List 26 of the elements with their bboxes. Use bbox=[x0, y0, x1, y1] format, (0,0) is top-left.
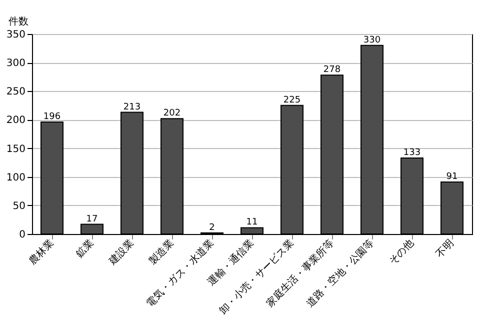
x-tick-label: 不明 bbox=[434, 238, 456, 260]
data-label: 133 bbox=[403, 148, 421, 158]
y-tick-label: 100 bbox=[6, 172, 26, 184]
x-tick-label: 農林業 bbox=[26, 237, 56, 267]
x-tick-label: その他 bbox=[386, 237, 416, 267]
data-label: 225 bbox=[283, 95, 301, 106]
y-tick-label: 50 bbox=[12, 200, 26, 212]
y-axis-title: 件数 bbox=[8, 16, 28, 28]
y-tick-label: 350 bbox=[6, 30, 26, 40]
data-label: 11 bbox=[246, 218, 258, 228]
data-label: 196 bbox=[43, 112, 61, 122]
data-label: 213 bbox=[123, 102, 141, 112]
data-label: 278 bbox=[323, 65, 341, 76]
x-tick-label: 製造業 bbox=[146, 237, 176, 267]
data-label: 202 bbox=[163, 108, 181, 119]
data-label: 17 bbox=[86, 214, 98, 224]
data-label: 91 bbox=[446, 172, 458, 182]
y-tick-label: 200 bbox=[6, 115, 26, 126]
x-tick-label: 鉱業 bbox=[74, 237, 96, 260]
data-label: 330 bbox=[363, 35, 381, 46]
x-tick-label: 建設業 bbox=[106, 237, 136, 268]
y-tick-label: 300 bbox=[6, 58, 26, 70]
data-label: 2 bbox=[209, 222, 215, 233]
y-tick-label: 150 bbox=[6, 144, 26, 155]
y-tick-label: 250 bbox=[6, 86, 26, 98]
y-tick-label: 0 bbox=[19, 230, 26, 240]
